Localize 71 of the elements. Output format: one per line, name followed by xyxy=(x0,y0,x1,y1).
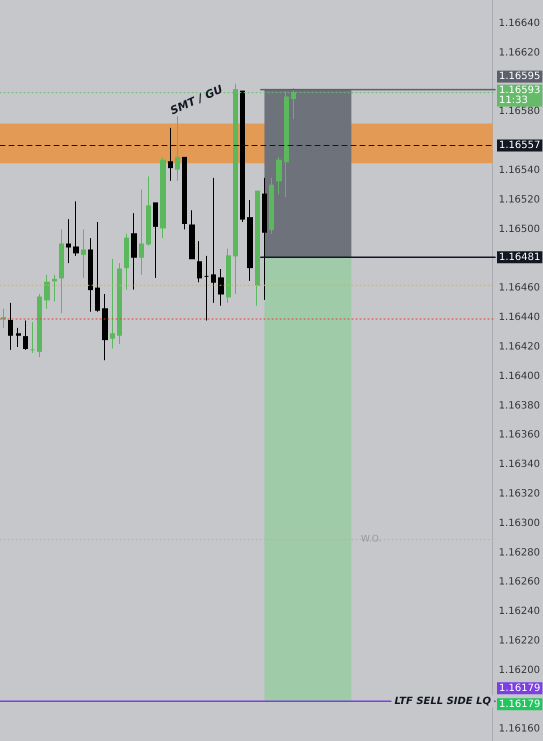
y-tick-label: 1.16220 xyxy=(498,636,540,647)
candlestick xyxy=(269,177,274,234)
candlestick xyxy=(81,228,86,278)
candlestick xyxy=(153,202,158,278)
candlestick xyxy=(37,294,42,358)
ref-line-label: 1.16557 xyxy=(499,140,540,152)
ref-line-label: 1.16179 xyxy=(499,682,540,694)
ref-line-label: 1.16179 xyxy=(499,698,540,710)
y-tick-label: 1.16260 xyxy=(498,576,540,588)
y-tick-label: 1.16360 xyxy=(498,430,540,441)
candlestick xyxy=(1,308,6,328)
y-tick-label: 1.16280 xyxy=(498,547,540,558)
y-tick-label: 1.16320 xyxy=(498,488,540,500)
y-tick-label: 1.16620 xyxy=(498,47,540,58)
candlestick xyxy=(117,262,122,345)
candlestick xyxy=(262,177,267,300)
candlestick xyxy=(197,240,202,283)
candlestick xyxy=(8,302,13,350)
y-tick-label: 1.16640 xyxy=(498,18,540,30)
candlestick xyxy=(247,199,253,282)
y-tick-label: 1.16300 xyxy=(498,518,540,529)
candlestick xyxy=(88,238,93,312)
candlestick xyxy=(291,88,296,120)
candlestick xyxy=(211,177,216,304)
candlestick xyxy=(175,116,180,182)
candlestick xyxy=(139,189,144,276)
y-tick-label: 1.16160 xyxy=(498,724,540,735)
candlestick xyxy=(204,255,209,322)
candlestick xyxy=(23,320,28,350)
candlestick xyxy=(146,176,151,246)
ref-line-label: 1.16595 xyxy=(499,71,540,82)
y-tick-label: 1.16440 xyxy=(498,312,540,324)
candlestick xyxy=(124,233,129,290)
y-tick-label: 1.16500 xyxy=(498,224,540,235)
candlestick xyxy=(30,321,35,354)
candlestick xyxy=(218,268,224,306)
candlestick xyxy=(110,258,115,349)
ref-line-label: 1.16593 11:33 xyxy=(499,85,540,106)
candlestick xyxy=(233,83,238,295)
candlestick xyxy=(73,200,79,256)
ref-line-label: W.O. xyxy=(360,534,382,545)
y-tick-label: 1.16340 xyxy=(498,459,540,470)
y-tick-label: 1.16380 xyxy=(498,400,540,412)
y-tick-label: 1.16460 xyxy=(498,282,540,294)
candlestick xyxy=(102,294,108,361)
candlestick xyxy=(160,156,166,239)
y-tick-label: 1.16420 xyxy=(498,341,540,352)
y-tick-label: 1.16400 xyxy=(498,370,540,382)
ref-line-label: 1.16481 xyxy=(499,252,540,263)
candlestick xyxy=(255,190,260,306)
candlestick xyxy=(189,210,195,260)
candlestick xyxy=(284,90,289,198)
y-tick-label: 1.16580 xyxy=(498,106,540,118)
y-tick-label: 1.16520 xyxy=(498,194,540,206)
candlestick xyxy=(59,228,64,314)
candlestick xyxy=(66,218,71,264)
candlestick xyxy=(226,248,231,304)
candlestick xyxy=(168,127,173,182)
candlestick xyxy=(182,156,187,230)
candlestick xyxy=(276,156,282,195)
annotation: SMT / GU xyxy=(168,82,225,118)
candlestick xyxy=(95,222,100,312)
y-tick-label: 1.16540 xyxy=(498,165,540,176)
candlestick xyxy=(44,274,50,310)
candlestick xyxy=(131,212,137,290)
annotation: LTF SELL SIDE LQ xyxy=(394,696,492,707)
candlestick xyxy=(240,90,245,223)
y-tick-label: 1.16200 xyxy=(498,664,540,676)
candlestick xyxy=(52,274,57,302)
candlestick xyxy=(16,327,21,348)
y-tick-label: 1.16240 xyxy=(498,606,540,618)
